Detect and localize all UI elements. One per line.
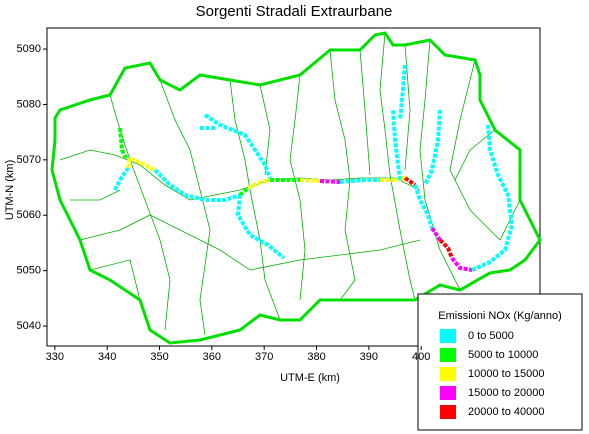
y-tick-label: 5050 [17, 265, 41, 277]
road [430, 226, 442, 242]
map-title: Sorgenti Stradali Extraurbane [196, 3, 393, 20]
x-tick-label: 360 [203, 351, 221, 363]
x-tick-label: 390 [360, 351, 378, 363]
road [118, 127, 128, 159]
y-tick-label: 5060 [17, 209, 41, 221]
road [126, 155, 156, 172]
internal-boundaries [59, 32, 521, 336]
y-tick-label: 5040 [17, 320, 41, 332]
x-tick-label: 380 [307, 351, 325, 363]
x-axis-label: UTM-E (km) [280, 372, 340, 384]
road [438, 238, 454, 259]
road [153, 168, 241, 202]
road [423, 109, 442, 186]
y-tick-label: 5090 [17, 43, 41, 55]
road [299, 178, 321, 183]
road [319, 179, 341, 184]
road [391, 109, 402, 181]
x-tick-label: 370 [255, 351, 273, 363]
road [238, 186, 250, 197]
legend-swatch [440, 329, 456, 343]
legend-title: Emissioni NOx (Kg/anno) [438, 310, 562, 322]
legend-label: 20000 to 40000 [468, 406, 544, 418]
x-tick-label: 400 [412, 351, 430, 363]
x-tick-label: 330 [46, 351, 64, 363]
x-tick-label: 350 [150, 351, 168, 363]
legend-swatch [440, 348, 456, 362]
road [247, 178, 271, 190]
legend-label: 5000 to 10000 [468, 349, 538, 361]
legend-swatch [440, 386, 456, 400]
y-tick-label: 5070 [17, 154, 41, 166]
y-axis-label: UTM-N (km) [4, 160, 16, 220]
legend-label: 15000 to 20000 [468, 387, 544, 399]
legend-swatch [440, 405, 456, 419]
legend-label: 10000 to 15000 [468, 368, 544, 380]
legend-swatch [440, 367, 456, 381]
road [113, 166, 130, 191]
y-tick-label: 5080 [17, 98, 41, 110]
plot-frame [46, 27, 541, 347]
region-boundary [50, 31, 542, 345]
roads [113, 64, 515, 272]
road [235, 194, 286, 260]
road [403, 176, 417, 187]
road [471, 124, 515, 272]
road [398, 64, 407, 121]
road [203, 113, 272, 179]
road [450, 256, 473, 272]
legend-label: 0 to 5000 [468, 330, 514, 342]
road [413, 184, 434, 229]
road [339, 178, 380, 184]
road [380, 176, 406, 182]
x-tick-label: 340 [98, 351, 116, 363]
